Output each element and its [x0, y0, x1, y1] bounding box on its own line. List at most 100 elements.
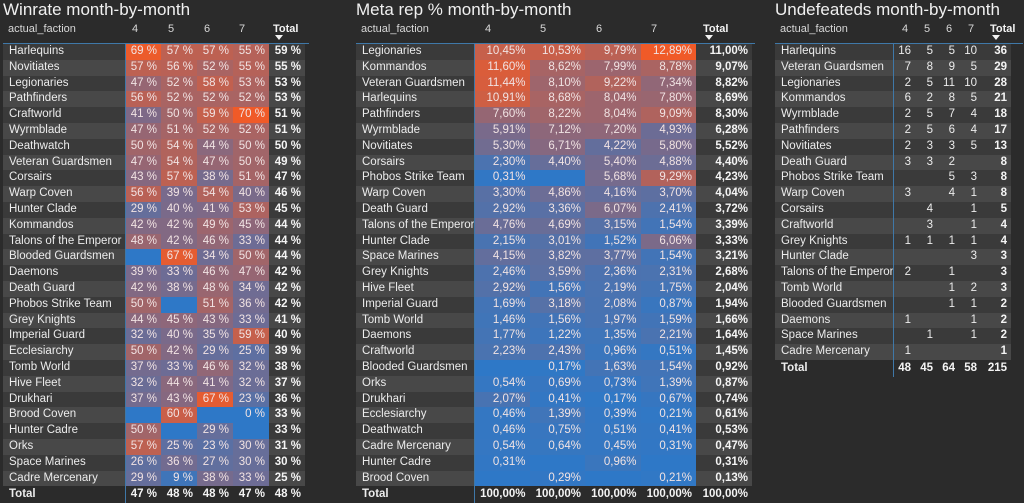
col-header-7[interactable]: 7 [968, 23, 975, 35]
month-5-cell: 1 [915, 328, 937, 345]
month-4-cell [893, 328, 915, 345]
col-header-5[interactable]: 5 [540, 23, 547, 35]
row-total-cell: 8,69% [696, 91, 752, 108]
month-5-cell: 3,01% [529, 233, 585, 250]
col-header-5[interactable]: 5 [924, 23, 931, 35]
col-header-total[interactable]: Total [703, 23, 729, 35]
table-row: Warp Coven 3 4 1 8 [775, 186, 1024, 202]
month-7-cell: 50 % [233, 249, 269, 266]
month-4-cell: 48 [898, 361, 911, 374]
month-6-cell: 52 % [197, 59, 233, 76]
row-total-cell: 1,94% [696, 296, 752, 313]
month-7-cell: 2 [959, 280, 981, 297]
table-row: Veteran Guardsmen 47 % 54 % 47 % 50 % 49 % [3, 154, 310, 171]
col-header-6[interactable]: 6 [596, 23, 603, 35]
month-7-cell: 1 [959, 201, 981, 218]
month-6-cell: 29 % [197, 423, 233, 439]
month-7-cell [640, 454, 696, 471]
month-5-cell: 1,39% [529, 407, 585, 424]
col-header-total[interactable]: Total [273, 23, 299, 35]
month-4-cell: 1 [893, 344, 915, 360]
faction-label: Hunter Cadre [356, 454, 474, 471]
month-4-cell: 0,54% [474, 375, 530, 392]
month-4-cell: 11,44% [474, 75, 530, 92]
col-header-7[interactable]: 7 [239, 23, 246, 35]
month-4-cell: 6 [893, 91, 915, 108]
total-row: Total 47 % 48 % 48 % 47 % 48 % [3, 487, 310, 503]
col-header-total[interactable]: Total [990, 23, 1016, 35]
month-5-cell [161, 423, 197, 439]
month-5-cell: 1,56% [529, 280, 585, 297]
month-5-cell: 67 % [161, 249, 197, 266]
month-6-cell: 54 % [197, 186, 233, 202]
month-5-cell [915, 344, 937, 360]
faction-label: Cadre Mercenary [775, 344, 893, 360]
month-6-cell [937, 328, 959, 345]
month-5-cell: 1 [915, 233, 937, 250]
column-divider [125, 44, 126, 503]
month-4-cell: 42 % [125, 280, 161, 297]
month-7-cell: 0,67% [640, 391, 696, 408]
col-header-5[interactable]: 5 [168, 23, 175, 35]
month-6-cell: 1,35% [585, 328, 641, 345]
month-6-cell: 44 % [197, 138, 233, 155]
month-4-cell: 0,31% [474, 454, 530, 471]
month-7-cell [233, 423, 269, 439]
row-total-cell: 29 [981, 59, 1011, 76]
month-7-cell: 58 [964, 361, 977, 374]
faction-label: Imperial Guard [3, 328, 125, 345]
row-total-cell: 0,92% [696, 359, 752, 376]
faction-label: Hunter Clade [3, 201, 125, 218]
row-total-cell: 1,66% [696, 312, 752, 329]
faction-label: Kommandos [356, 59, 474, 76]
undefeated-panel: Undefeateds month-by-month actual_factio… [772, 0, 1024, 377]
month-5-cell: 5 [915, 122, 937, 139]
row-total-cell: 53 % [269, 91, 305, 108]
month-4-cell: 50 % [125, 344, 161, 360]
col-header-4[interactable]: 4 [902, 23, 909, 35]
month-5-cell: 42 % [161, 233, 197, 250]
table-row: Tomb World 37 % 33 % 46 % 32 % 38 % [3, 359, 310, 376]
faction-label: Tomb World [775, 280, 893, 297]
faction-label: Cadre Mercenary [3, 470, 125, 487]
faction-label: Harlequins [775, 44, 893, 60]
col-header-4[interactable]: 4 [132, 23, 139, 35]
col-header-faction[interactable]: actual_faction [780, 23, 848, 35]
month-7-cell: 50 % [233, 138, 269, 155]
month-4-cell: 57 % [125, 438, 161, 455]
month-6-cell: 0,96% [585, 344, 641, 360]
month-6-cell: 4,16% [585, 186, 641, 202]
table-row: Hive Fleet 2,92% 1,56% 2,19% 1,75% 2,04% [356, 280, 755, 297]
col-header-7[interactable]: 7 [651, 23, 658, 35]
month-6-cell: 9,22% [585, 75, 641, 92]
month-6-cell: 11 [937, 75, 959, 92]
total-label: Total [781, 361, 808, 374]
row-total-cell: 3,39% [696, 217, 752, 234]
month-6-cell: 0,39% [585, 407, 641, 424]
month-4-cell: 32 % [125, 375, 161, 392]
month-4-cell: 7 [893, 59, 915, 76]
row-total-cell: 30 % [269, 454, 305, 471]
month-7-cell: 25 % [233, 344, 269, 360]
col-header-faction[interactable]: actual_faction [361, 23, 429, 35]
month-7-cell: 5,80% [640, 138, 696, 155]
month-7-cell: 47 % [238, 488, 265, 501]
table-row: Harlequins 69 % 57 % 57 % 55 % 59 % [3, 44, 310, 60]
col-header-faction[interactable]: actual_faction [8, 23, 76, 35]
row-total-cell: 0,13% [696, 470, 752, 487]
month-6-cell: 9,79% [585, 44, 641, 60]
table-row: Corsairs 2,30% 4,40% 5,40% 4,88% 4,40% [356, 154, 755, 171]
month-4-cell: 0,31% [474, 170, 530, 187]
month-6-cell: 1 [937, 296, 959, 313]
table-row: Kommandos 42 % 42 % 49 % 45 % 44 % [3, 217, 310, 234]
row-total-cell: 2 [981, 312, 1011, 329]
month-6-cell: 46 % [197, 233, 233, 250]
col-header-6[interactable]: 6 [946, 23, 953, 35]
table-row: Tomb World 1 2 3 [775, 280, 1024, 297]
row-total-cell: 44 % [269, 217, 305, 234]
col-header-6[interactable]: 6 [204, 23, 211, 35]
meta-rows: Legionaries 10,45% 10,53% 9,79% 12,89% 11,00%… [356, 44, 755, 503]
month-6-cell [937, 312, 959, 329]
month-4-cell: 5,30% [474, 138, 530, 155]
col-header-4[interactable]: 4 [485, 23, 492, 35]
